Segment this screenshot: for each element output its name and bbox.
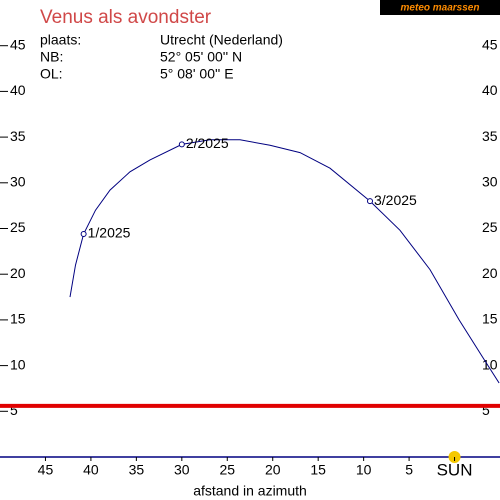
series-line [69,139,500,384]
logo: meteo maarssen [401,3,480,14]
y-tick-label-right: 40 [482,82,498,98]
month-marker [80,230,87,237]
x-tick-label: 35 [129,462,145,478]
y-tick-label-right: 20 [482,265,498,281]
info-label: plaats: [40,32,81,48]
y-tick-label: 30 [10,174,26,190]
month-label: 2/2025 [186,135,229,151]
chart-title: Venus als avondster [40,7,212,28]
y-tick-label-right: 30 [482,174,498,190]
x-axis-title: afstand in azimuth [193,483,307,499]
logo-box [380,0,500,15]
y-tick-label-right: 10 [482,356,498,372]
info-label: NB: [40,49,63,65]
y-tick-label: 10 [10,356,26,372]
y-tick-label: 20 [10,265,26,281]
x-tick-label: SUN [437,460,473,479]
y-tick-label: 15 [10,311,26,327]
x-tick-label: 45 [38,462,54,478]
x-tick-label: 30 [174,462,190,478]
month-marker [178,141,185,148]
y-tick-label: 5 [10,402,18,418]
y-tick-label: 35 [10,128,26,144]
y-tick-label: 45 [10,36,26,52]
x-tick-label: 15 [310,462,326,478]
month-marker [367,198,373,205]
info-value: Utrecht (Nederland) [160,32,283,48]
x-tick-label: 20 [265,462,281,478]
y-tick-label: 25 [10,219,26,235]
x-tick-label: 10 [356,462,372,478]
y-tick-label: 40 [10,82,26,98]
y-tick-label-right: 25 [482,219,498,235]
x-tick-label: 25 [219,462,235,478]
info-value: 52° 05' 00'' N [160,49,242,65]
x-tick-label: 5 [405,462,413,478]
x-tick-label: 40 [83,462,99,478]
y-tick-label-right: 15 [482,311,498,327]
y-tick-label-right: 45 [482,36,498,52]
info-label: OL: [40,66,63,82]
y-tick-label-right: 35 [482,128,498,144]
y-tick-label-right: 5 [482,402,490,418]
month-label: 1/2025 [88,225,131,241]
month-label: 3/2025 [374,192,417,208]
info-value: 5° 08' 00'' E [160,66,234,82]
